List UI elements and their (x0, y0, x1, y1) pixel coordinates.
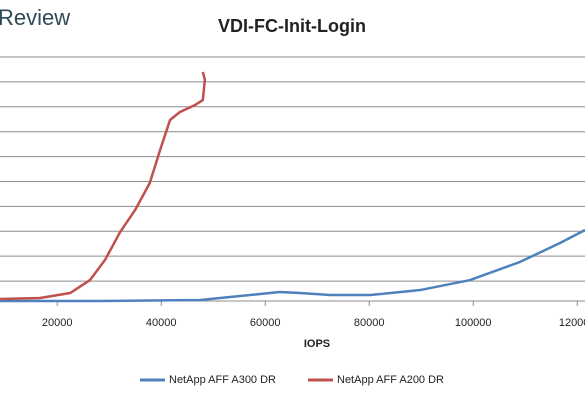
series-line (0, 71, 207, 301)
series-line (0, 228, 585, 303)
x-tick-label: 100000 (455, 317, 492, 329)
x-tick-label: 20000 (42, 317, 73, 329)
brand: Review (0, 5, 70, 30)
x-tick-label: 120000 (559, 317, 585, 329)
x-tick-label: 80000 (354, 317, 385, 329)
legend-label: NetApp AFF A300 DR (169, 374, 276, 386)
x-axis-label: IOPS (304, 338, 330, 350)
x-tick-label: 60000 (250, 317, 281, 329)
x-tick-label: 40000 (146, 317, 177, 329)
legend-label: NetApp AFF A200 DR (337, 374, 444, 386)
chart-title: VDI-FC-Init-Login (218, 16, 366, 36)
